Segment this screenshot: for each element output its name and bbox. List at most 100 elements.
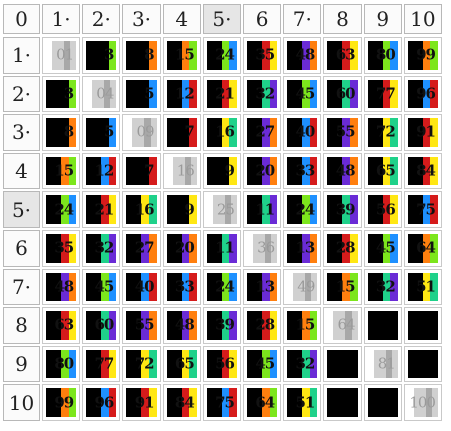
grid-cell[interactable]: 100 [403, 384, 442, 421]
grid-cell[interactable]: 72 [363, 114, 402, 151]
grid-cell[interactable] [403, 345, 442, 383]
grid-cell[interactable]: 7 [122, 152, 161, 190]
grid-cell[interactable]: 45 [243, 345, 282, 383]
grid-cell[interactable]: 48 [42, 268, 81, 306]
grid-cell[interactable]: 04 [82, 75, 121, 113]
grid-cell[interactable]: 32 [283, 345, 322, 383]
grid-cell[interactable]: 15 [42, 152, 81, 190]
grid-cell[interactable]: 5 [82, 114, 121, 151]
grid-cell[interactable]: 84 [162, 384, 201, 421]
grid-cell[interactable]: 45 [283, 75, 322, 113]
grid-cell[interactable]: 51 [283, 384, 322, 421]
grid-cell[interactable]: 48 [162, 307, 201, 344]
grid-cell[interactable]: 81 [363, 345, 402, 383]
grid-cell[interactable]: 64 [403, 230, 442, 267]
grid-cell[interactable]: 45 [82, 268, 121, 306]
grid-cell[interactable]: 40 [283, 114, 322, 151]
grid-cell[interactable]: 16 [162, 152, 201, 190]
grid-cell[interactable]: 21 [202, 75, 241, 113]
grid-cell[interactable]: 51 [403, 268, 442, 306]
grid-cell[interactable]: 99 [42, 384, 81, 421]
grid-cell[interactable] [403, 307, 442, 344]
grid-cell[interactable]: 64 [323, 307, 362, 344]
grid-cell[interactable]: 9 [162, 191, 201, 228]
grid-cell[interactable]: 65 [363, 152, 402, 190]
grid-cell[interactable]: 63 [42, 307, 81, 344]
grid-cell[interactable]: 12 [162, 75, 201, 113]
grid-cell[interactable]: 27 [243, 114, 282, 151]
grid-cell[interactable]: 24 [202, 37, 241, 74]
grid-cell[interactable]: 35 [243, 37, 282, 74]
grid-cell[interactable]: 72 [122, 345, 161, 383]
grid-cell[interactable]: 75 [202, 384, 241, 421]
grid-cell[interactable]: 60 [323, 75, 362, 113]
grid-cell[interactable]: 56 [363, 191, 402, 228]
grid-cell[interactable]: 48 [323, 152, 362, 190]
grid-cell[interactable]: 77 [363, 75, 402, 113]
grid-cell[interactable]: 91 [122, 384, 161, 421]
grid-cell[interactable] [323, 384, 362, 421]
grid-cell[interactable]: 28 [243, 307, 282, 344]
grid-cell[interactable]: 91 [403, 114, 442, 151]
grid-cell[interactable]: 12 [82, 152, 121, 190]
grid-cell[interactable] [323, 345, 362, 383]
grid-cell[interactable]: 80 [363, 37, 402, 74]
grid-cell[interactable]: 24 [283, 191, 322, 228]
grid-cell[interactable]: 96 [82, 384, 121, 421]
grid-cell[interactable]: 13 [243, 268, 282, 306]
grid-cell[interactable]: 40 [122, 268, 161, 306]
grid-cell[interactable]: 11 [243, 191, 282, 228]
grid-cell[interactable]: 33 [283, 152, 322, 190]
grid-cell[interactable]: 5 [122, 75, 161, 113]
grid-cell[interactable]: 84 [403, 152, 442, 190]
grid-cell[interactable] [363, 307, 402, 344]
grid-cell[interactable]: 01 [42, 37, 81, 74]
grid-cell[interactable]: 25 [202, 191, 241, 228]
grid-cell[interactable]: 21 [82, 191, 121, 228]
grid-cell[interactable]: 11 [202, 230, 241, 267]
grid-cell[interactable]: 20 [243, 152, 282, 190]
grid-cell[interactable]: 55 [122, 307, 161, 344]
grid-cell[interactable]: 27 [122, 230, 161, 267]
grid-cell[interactable]: 3 [82, 37, 121, 74]
grid-cell[interactable]: 77 [82, 345, 121, 383]
grid-cell[interactable]: 39 [202, 307, 241, 344]
grid-cell[interactable]: 36 [243, 230, 282, 267]
grid-cell[interactable]: 32 [82, 230, 121, 267]
grid-cell[interactable]: 16 [122, 191, 161, 228]
grid-cell[interactable]: 56 [202, 345, 241, 383]
grid-cell[interactable]: 15 [162, 37, 201, 74]
grid-cell[interactable]: 55 [323, 114, 362, 151]
grid-cell[interactable]: 99 [403, 37, 442, 74]
grid-cell[interactable]: 64 [243, 384, 282, 421]
grid-cell[interactable]: 20 [162, 230, 201, 267]
grid-cell[interactable]: 3 [42, 75, 81, 113]
grid-cell[interactable]: 7 [162, 114, 201, 151]
grid-cell[interactable]: 09 [122, 114, 161, 151]
grid-cell[interactable]: 45 [363, 230, 402, 267]
grid-cell[interactable]: 28 [323, 230, 362, 267]
grid-cell[interactable]: 15 [323, 268, 362, 306]
grid-cell[interactable]: 13 [283, 230, 322, 267]
grid-cell[interactable] [363, 384, 402, 421]
grid-cell[interactable]: 16 [202, 114, 241, 151]
grid-cell[interactable]: 39 [323, 191, 362, 228]
grid-cell[interactable]: 60 [82, 307, 121, 344]
grid-cell[interactable]: 33 [162, 268, 201, 306]
grid-cell[interactable]: 35 [42, 230, 81, 267]
grid-cell[interactable]: 75 [403, 191, 442, 228]
grid-cell[interactable]: 49 [283, 268, 322, 306]
grid-cell[interactable]: 80 [42, 345, 81, 383]
grid-cell[interactable]: 96 [403, 75, 442, 113]
grid-cell[interactable]: 32 [243, 75, 282, 113]
grid-cell[interactable]: 65 [162, 345, 201, 383]
grid-cell[interactable]: 24 [42, 191, 81, 228]
grid-cell[interactable]: 24 [202, 268, 241, 306]
grid-cell[interactable]: 32 [363, 268, 402, 306]
grid-cell[interactable]: 48 [283, 37, 322, 74]
grid-cell[interactable]: 15 [283, 307, 322, 344]
grid-cell[interactable]: 8 [122, 37, 161, 74]
grid-cell[interactable]: 8 [42, 114, 81, 151]
grid-cell[interactable]: 9 [202, 152, 241, 190]
grid-cell[interactable]: 63 [323, 37, 362, 74]
